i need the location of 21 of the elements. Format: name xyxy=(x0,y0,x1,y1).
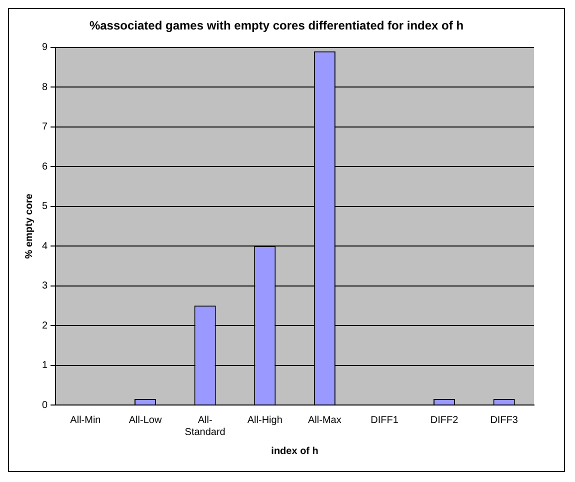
y-tick-label: 2 xyxy=(42,320,48,332)
x-axis-title: index of h xyxy=(271,446,318,457)
y-tick-label: 8 xyxy=(42,82,48,93)
x-tick-label: All-Standard xyxy=(184,414,226,438)
x-tick-label: DIFF1 xyxy=(370,414,399,426)
x-tick-label: DIFF3 xyxy=(490,414,518,426)
x-tick-label: All-Low xyxy=(128,414,162,426)
x-tick-label: All-High xyxy=(247,414,282,426)
x-tick-label: DIFF2 xyxy=(430,414,459,426)
y-tick-label: 1 xyxy=(42,360,48,372)
y-tick-label: 5 xyxy=(42,201,48,212)
y-tick-label: 3 xyxy=(42,280,48,292)
y-tick-label: 9 xyxy=(42,42,48,54)
x-tick-label: All-Min xyxy=(70,414,101,426)
y-tick-label: 4 xyxy=(42,240,48,252)
y-axis-title: % empty core xyxy=(24,193,35,259)
y-tick-label: 7 xyxy=(42,122,48,133)
y-tick-label: 0 xyxy=(42,400,48,411)
y-tick-label: 6 xyxy=(42,161,48,172)
chart-title: %associated games with empty cores differentiated for index of h xyxy=(89,18,464,33)
x-tick-label: All-Max xyxy=(308,414,342,426)
